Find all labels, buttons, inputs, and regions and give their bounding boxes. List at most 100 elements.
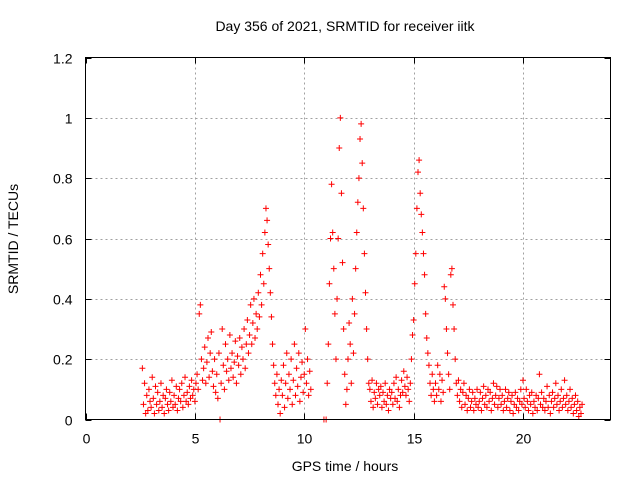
data-point	[189, 392, 196, 399]
data-point	[383, 401, 390, 408]
data-point	[363, 326, 370, 332]
data-point	[486, 398, 493, 405]
data-point	[331, 310, 338, 317]
data-point	[250, 295, 257, 302]
data-point	[151, 410, 158, 417]
data-point	[227, 365, 234, 372]
data-point	[517, 386, 524, 393]
data-point	[249, 319, 256, 326]
data-point	[401, 383, 408, 390]
data-point	[222, 341, 229, 348]
data-point	[301, 371, 308, 378]
data-point	[550, 404, 557, 411]
data-point	[243, 341, 250, 348]
data-point	[371, 389, 378, 396]
data-point	[573, 407, 580, 414]
data-point	[260, 280, 267, 287]
data-point	[455, 377, 462, 384]
data-point	[549, 389, 556, 396]
data-point	[252, 335, 259, 342]
data-point	[511, 401, 518, 408]
data-point	[470, 407, 477, 414]
data-point	[171, 392, 178, 399]
data-point	[399, 389, 406, 396]
data-point	[482, 392, 489, 399]
data-point	[353, 229, 360, 236]
data-point	[408, 356, 415, 363]
data-point	[407, 380, 414, 387]
data-point	[208, 329, 215, 336]
x-tick-label: 0	[83, 431, 91, 447]
data-point	[360, 205, 367, 212]
data-point	[139, 365, 146, 372]
data-point	[179, 404, 186, 411]
data-point	[145, 386, 152, 393]
data-point	[392, 395, 399, 402]
data-point	[232, 338, 239, 345]
data-point	[418, 211, 425, 218]
data-point	[166, 389, 173, 396]
data-point	[547, 410, 554, 417]
data-point	[215, 350, 222, 357]
data-point	[374, 401, 381, 408]
data-point	[283, 350, 290, 357]
data-point	[571, 401, 578, 408]
data-point	[457, 386, 464, 393]
data-point	[279, 392, 286, 399]
data-point	[567, 386, 574, 393]
data-point	[180, 392, 187, 399]
data-point	[568, 404, 575, 411]
data-point	[141, 380, 148, 387]
data-point	[297, 374, 304, 381]
x-tick-labels: 0 5 10 15 20	[83, 431, 532, 447]
data-point	[465, 395, 472, 402]
y-tick-label: 0.4	[53, 292, 73, 308]
data-point	[532, 404, 539, 411]
data-point	[324, 380, 331, 387]
data-point	[295, 350, 302, 357]
data-point	[276, 386, 283, 393]
data-point	[565, 398, 572, 405]
data-point	[281, 404, 288, 411]
data-point	[536, 371, 543, 378]
data-point	[476, 398, 483, 405]
data-point	[389, 401, 396, 408]
data-point	[429, 371, 436, 378]
data-point	[267, 289, 274, 296]
data-point	[492, 392, 499, 399]
data-point	[526, 392, 533, 399]
data-point	[245, 350, 252, 357]
data-point	[410, 316, 417, 323]
data-point	[425, 362, 432, 369]
data-point	[427, 380, 434, 387]
data-point	[265, 241, 272, 248]
data-point	[421, 271, 428, 278]
data-point	[300, 389, 307, 396]
data-point	[273, 371, 280, 378]
data-point	[178, 380, 185, 387]
data-point	[369, 377, 376, 384]
data-point	[144, 407, 151, 414]
data-point	[361, 250, 368, 257]
data-point	[451, 326, 458, 332]
data-point	[338, 190, 345, 197]
data-point	[575, 413, 582, 420]
data-point	[182, 374, 189, 381]
data-point	[431, 398, 438, 405]
data-point	[348, 380, 355, 387]
data-point	[350, 350, 357, 357]
data-point	[142, 410, 149, 417]
y-tick-label: 1.2	[53, 51, 73, 67]
data-point	[365, 380, 372, 387]
data-point	[499, 392, 506, 399]
data-point	[244, 316, 251, 323]
data-point	[537, 401, 544, 408]
data-point	[564, 407, 571, 414]
data-point	[358, 120, 365, 127]
data-point	[398, 377, 405, 384]
data-point	[248, 341, 255, 348]
data-point	[513, 404, 520, 411]
data-point	[453, 380, 460, 387]
data-point	[430, 386, 437, 393]
data-point	[384, 392, 391, 399]
